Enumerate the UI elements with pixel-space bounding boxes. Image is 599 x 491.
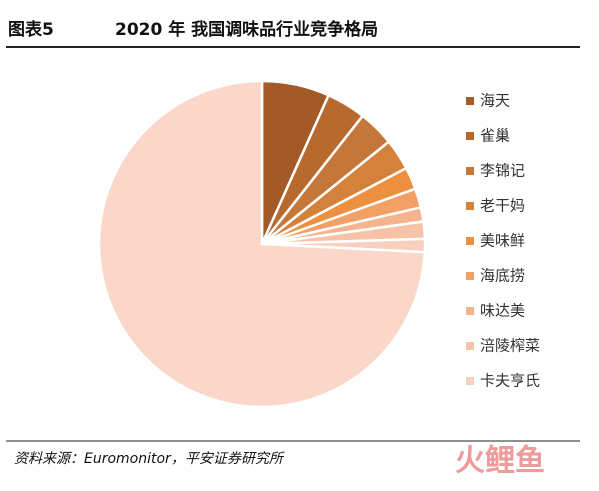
legend-swatch [466,272,474,280]
legend-swatch [466,132,474,140]
legend-label: 李锦记 [480,162,525,180]
legend-swatch [466,202,474,210]
legend-swatch [466,377,474,385]
legend-label: 海底捞 [480,267,525,285]
legend-label: 雀巢 [480,127,510,145]
legend-swatch [466,97,474,105]
legend-label: 涪陵榨菜 [480,337,540,355]
source: 资料来源：Euromonitor，平安证券研究所 [14,451,285,467]
legend-swatch [466,342,474,350]
legend-label: 味达美 [480,302,525,320]
legend-swatch [466,167,474,175]
pie-slice [97,79,427,409]
legend-label: 卡夫亨氏 [480,372,540,390]
figure-label: 图表5 [8,19,54,40]
legend-label: 老干妈 [480,197,525,215]
legend-label: 美味鲜 [480,232,525,250]
chart-title: 2020 年 我国调味品行业竞争格局 [115,19,378,40]
watermark: 火鲤鱼 [455,444,545,479]
legend-swatch [466,237,474,245]
pie [97,79,427,409]
legend-swatch [466,307,474,315]
legend-label: 海天 [480,92,510,110]
